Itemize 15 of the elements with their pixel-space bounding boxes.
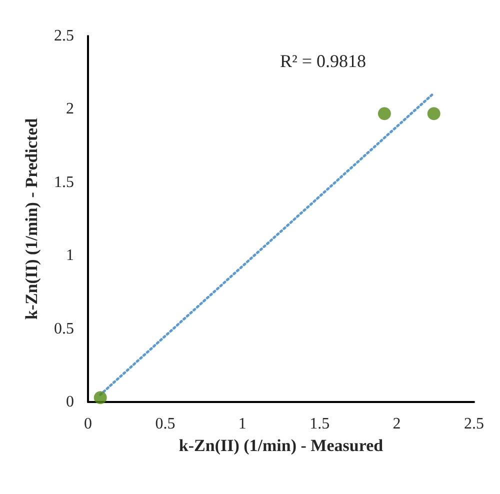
- annotation: R² = 0.9818: [280, 51, 366, 71]
- y-tick-label: 0.5: [54, 320, 74, 338]
- y-axis-title: k-Zn(II) (1/min) - Predicted: [22, 118, 41, 320]
- y-tick-label: 1.5: [54, 174, 74, 191]
- y-tick-label: 2.5: [54, 28, 74, 44]
- x-tick-label: 0: [84, 416, 92, 432]
- x-tick-label: 0.5: [155, 416, 176, 432]
- x-tick-label: 2: [392, 416, 401, 432]
- y-tick-label: 1: [66, 247, 74, 264]
- x-tick-label: 2.5: [464, 416, 484, 432]
- y-tick-label: 0: [66, 394, 74, 410]
- x-tick-label: 1.5: [310, 416, 330, 432]
- x-tick-label: 1: [238, 416, 246, 432]
- y-tick-label: 2: [66, 100, 74, 118]
- x-axis-title: k-Zn(II) (1/min) - Measured: [178, 436, 384, 455]
